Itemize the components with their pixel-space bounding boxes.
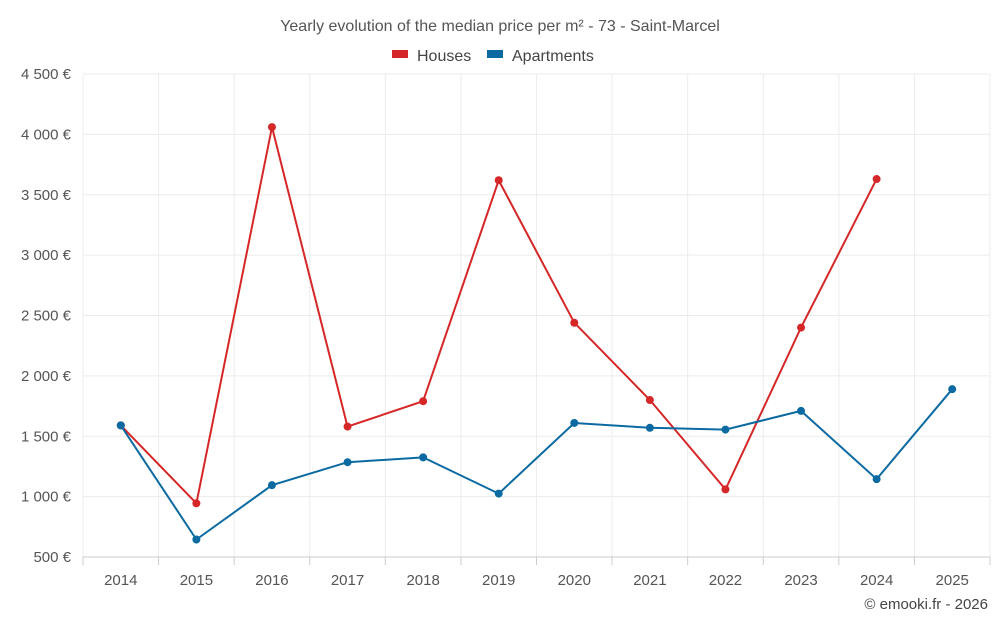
data-point-apartments[interactable]	[948, 385, 957, 394]
x-tick-label: 2015	[180, 572, 213, 589]
data-point-houses[interactable]	[570, 318, 579, 327]
data-point-apartments[interactable]	[721, 425, 730, 434]
legend-label-houses[interactable]: Houses	[417, 48, 471, 65]
chart-title: Yearly evolution of the median price per…	[280, 18, 720, 35]
data-point-apartments[interactable]	[192, 535, 201, 544]
legend-label-apartments[interactable]: Apartments	[512, 48, 594, 65]
data-point-houses[interactable]	[797, 323, 806, 332]
y-tick-label: 3 500 €	[21, 187, 72, 204]
x-tick-label: 2024	[860, 572, 893, 589]
y-axis: 500 € 1 000 € 1 500 € 2 000 € 2 500 € 3 000 €…	[21, 66, 72, 566]
x-tick-label: 2023	[784, 572, 817, 589]
data-point-apartments[interactable]	[343, 458, 352, 467]
data-point-apartments[interactable]	[267, 481, 276, 490]
y-tick-label: 3 000 €	[21, 247, 72, 264]
y-tick-label: 1 500 €	[21, 428, 72, 445]
x-tick-label: 2019	[482, 572, 515, 589]
y-tick-label: 4 000 €	[21, 126, 72, 143]
data-point-apartments[interactable]	[570, 418, 579, 427]
y-tick-label: 2 500 €	[21, 308, 72, 325]
x-tick-label: 2017	[331, 572, 364, 589]
copyright-label: © emooki.fr - 2026	[864, 596, 988, 613]
legend-swatch-apartments	[487, 50, 503, 58]
series-line-apartments	[119, 388, 953, 541]
x-tick-label: 2025	[936, 572, 969, 589]
data-point-houses[interactable]	[419, 397, 428, 406]
data-point-apartments[interactable]	[116, 421, 125, 430]
y-tick-label: 1 000 €	[21, 489, 72, 506]
x-tick-label: 2022	[709, 572, 742, 589]
x-tick-label: 2014	[104, 572, 137, 589]
data-point-houses[interactable]	[343, 422, 352, 431]
data-point-apartments[interactable]	[797, 406, 806, 415]
data-point-apartments[interactable]	[645, 423, 654, 432]
x-axis: 2014 2015 2016 2017 2018 2019 2020 2021 2022 2023…	[82, 556, 991, 589]
data-point-houses[interactable]	[721, 485, 730, 494]
y-tick-label: 2 000 €	[21, 368, 72, 385]
y-tick-label: 4 500 €	[21, 66, 72, 83]
data-point-apartments[interactable]	[494, 489, 503, 498]
x-tick-label: 2018	[406, 572, 439, 589]
data-point-houses[interactable]	[494, 176, 503, 185]
x-tick-label: 2020	[558, 572, 591, 589]
legend-swatch-houses	[392, 50, 408, 58]
data-point-houses[interactable]	[267, 123, 276, 132]
data-point-houses[interactable]	[872, 175, 881, 184]
data-point-apartments[interactable]	[419, 453, 428, 462]
grid	[82, 73, 991, 557]
legend: Houses Apartments	[392, 48, 594, 65]
x-tick-label: 2021	[633, 572, 666, 589]
x-tick-label: 2016	[255, 572, 288, 589]
data-point-apartments[interactable]	[872, 475, 881, 484]
series	[116, 123, 957, 544]
data-point-houses[interactable]	[645, 396, 654, 405]
data-point-houses[interactable]	[192, 499, 201, 508]
y-tick-label: 500 €	[33, 549, 71, 566]
